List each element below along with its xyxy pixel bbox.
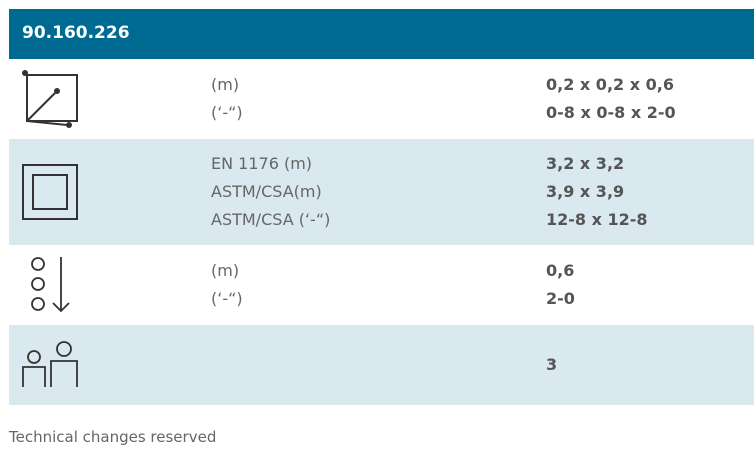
label: (m) [211, 261, 240, 280]
icon-users [22, 341, 78, 387]
row-area: EN 1176 (m) ASTM/CSA(m) ASTM/CSA (‘-“) 3,2… [9, 139, 754, 245]
label: (‘-“) [211, 103, 243, 122]
icon-dimensions [22, 70, 78, 128]
value: 2-0 [546, 289, 575, 308]
value: 12-8 x 12-8 [546, 210, 648, 229]
label: (m) [211, 75, 240, 94]
header-bar: 90.160.226 [9, 9, 754, 59]
value: 3,2 x 3,2 [546, 154, 625, 173]
icon-area [22, 164, 78, 220]
value: 3,9 x 3,9 [546, 182, 625, 201]
icon-fall-height [31, 257, 70, 313]
label: ASTM/CSA(m) [211, 182, 322, 201]
value: 0-8 x 0-8 x 2-0 [546, 103, 676, 122]
values: 3 [546, 325, 557, 405]
labels: EN 1176 (m) ASTM/CSA(m) ASTM/CSA (‘-“) [211, 139, 330, 245]
values: 0,6 2-0 [546, 245, 575, 325]
row-dimensions: (m) (‘-“) 0,2 x 0,2 x 0,6 0-8 x 0-8 x 2-0 [9, 59, 754, 139]
labels: (m) (‘-“) [211, 59, 243, 139]
row-users: 3 [9, 325, 754, 405]
label: (‘-“) [211, 289, 243, 308]
values: 3,2 x 3,2 3,9 x 3,9 12-8 x 12-8 [546, 139, 648, 245]
label: ASTM/CSA (‘-“) [211, 210, 331, 229]
value: 3 [546, 355, 558, 374]
labels: (m) (‘-“) [211, 245, 243, 325]
label: EN 1176 (m) [211, 154, 313, 173]
footer-note: Technical changes reserved [9, 428, 217, 446]
row-fall-height: (m) (‘-“) 0,6 2-0 [9, 245, 754, 325]
value: 0,6 [546, 261, 575, 280]
values: 0,2 x 0,2 x 0,6 0-8 x 0-8 x 2-0 [546, 59, 676, 139]
value: 0,2 x 0,2 x 0,6 [546, 75, 674, 94]
product-number: 90.160.226 [22, 23, 130, 43]
